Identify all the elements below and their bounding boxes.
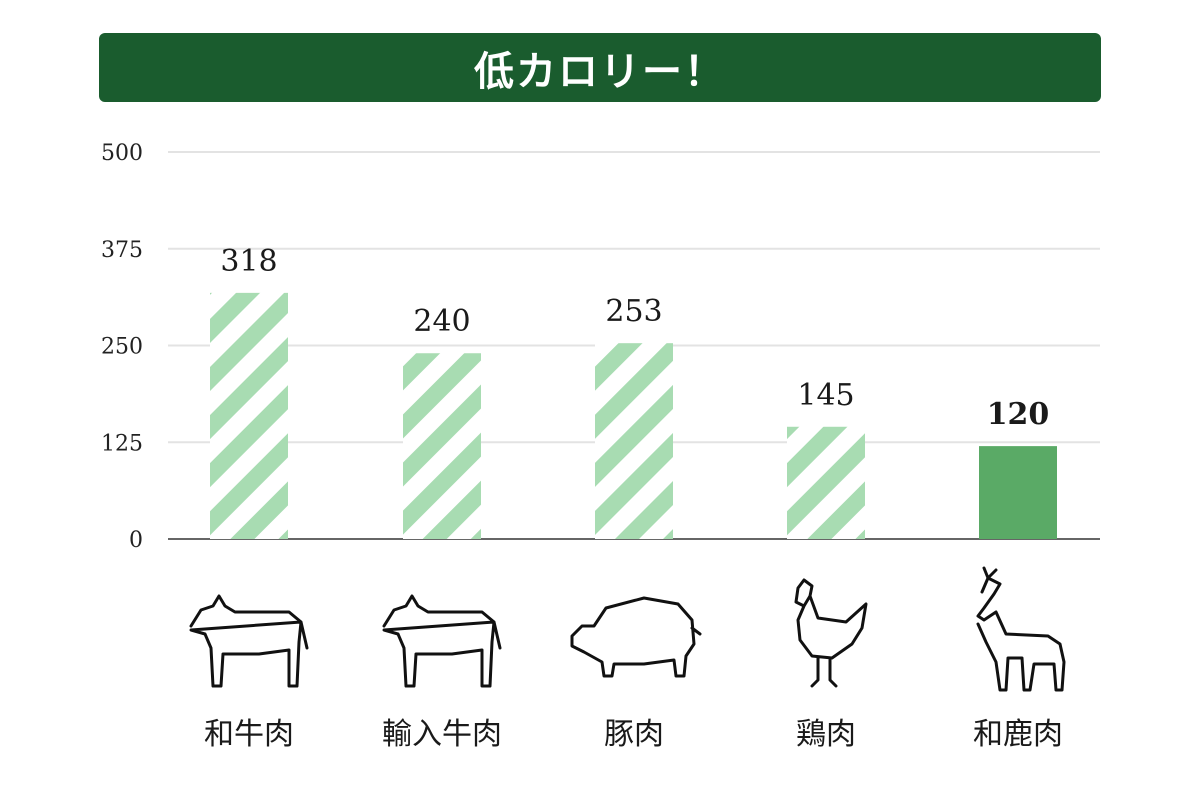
x-tick-label: 輸入牛肉 [382, 717, 502, 752]
title-banner: 低カロリー！ [99, 33, 1101, 102]
data-label: 318 [220, 244, 277, 279]
data-label: 240 [413, 304, 470, 339]
bar [979, 446, 1057, 539]
bar [787, 426, 865, 539]
cow-icon [189, 594, 309, 688]
cow-icon [382, 594, 502, 688]
y-tick-label: 125 [101, 431, 143, 456]
y-tick-label: 0 [129, 528, 143, 553]
pig-icon [570, 596, 702, 678]
bar [595, 343, 673, 539]
x-tick-label: 鶏肉 [796, 717, 856, 752]
y-tick-label: 250 [101, 335, 143, 360]
data-label: 120 [987, 397, 1050, 432]
chart-title: 低カロリー！ [474, 48, 726, 95]
bar [210, 292, 288, 539]
bar [403, 353, 481, 539]
data-label: 253 [605, 294, 662, 329]
deer-icon [976, 566, 1066, 692]
x-tick-label: 和牛肉 [204, 717, 294, 752]
y-tick-label: 375 [101, 238, 143, 263]
y-tick-label: 500 [101, 141, 143, 166]
data-label: 145 [797, 378, 854, 413]
x-tick-label: 和鹿肉 [973, 717, 1063, 752]
x-tick-label: 豚肉 [604, 717, 664, 752]
chicken-icon [794, 578, 868, 688]
